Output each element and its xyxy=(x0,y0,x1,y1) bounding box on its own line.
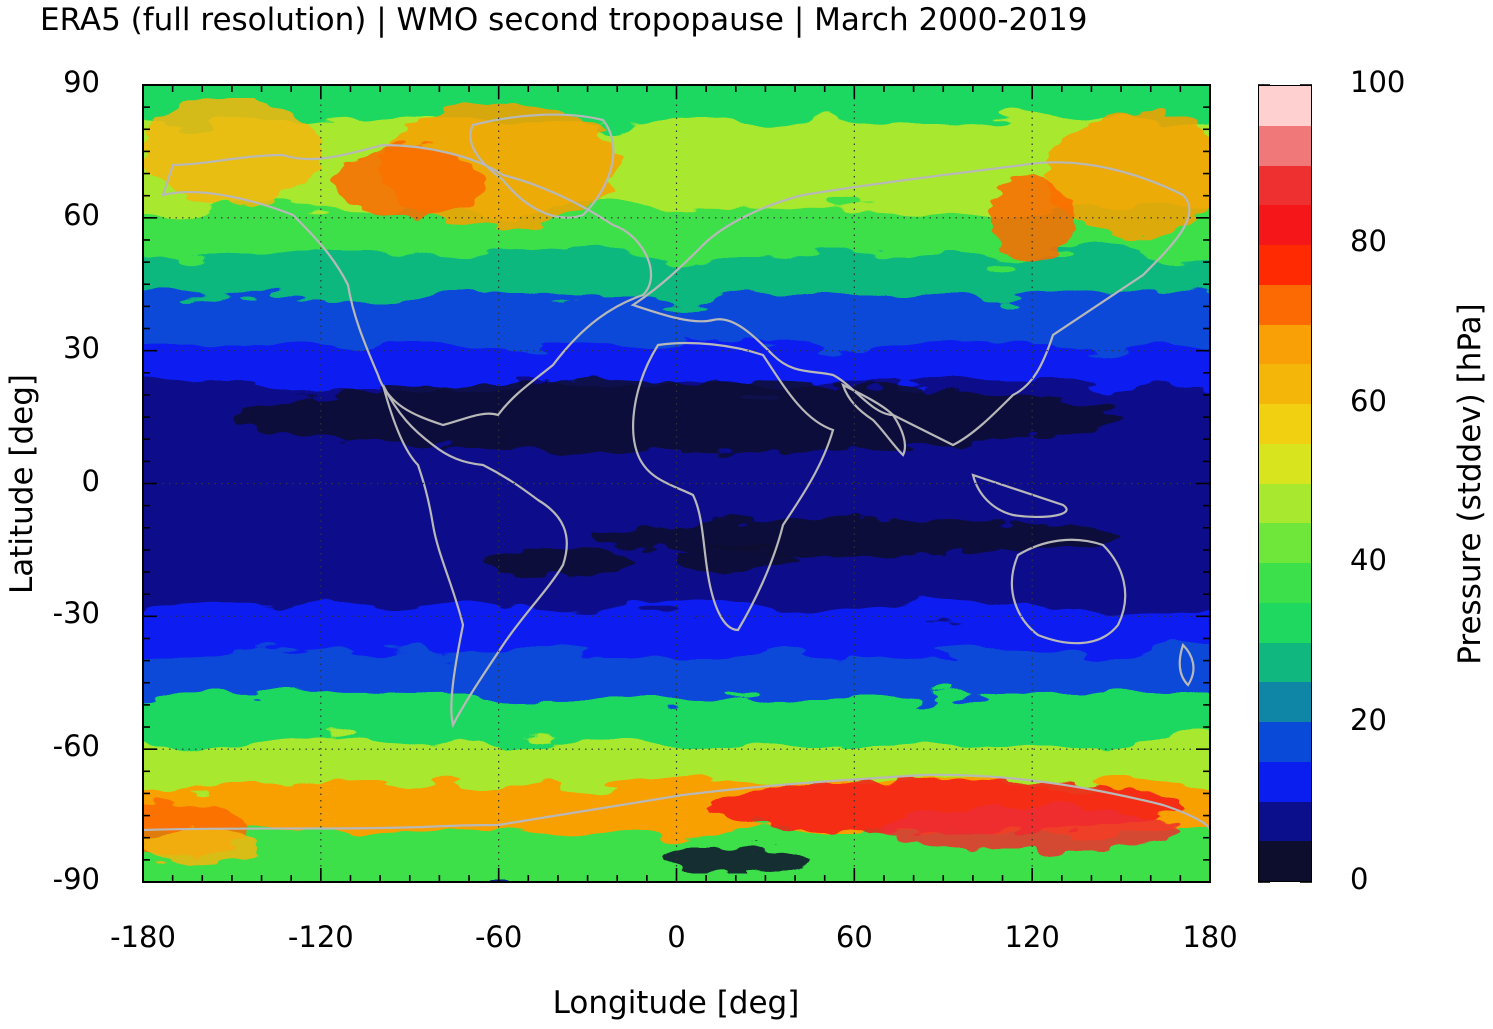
y-tick-label: 30 xyxy=(63,330,100,365)
colorbar-segment xyxy=(1259,442,1311,484)
x-tick-label: -60 xyxy=(474,920,523,954)
colorbar-segment xyxy=(1259,561,1311,603)
colorbar-segment xyxy=(1259,640,1311,683)
colorbar-tick-label: 60 xyxy=(1350,383,1387,418)
colorbar-segment xyxy=(1259,720,1311,762)
colorbar-segment xyxy=(1259,124,1311,166)
colorbar-segment xyxy=(1259,680,1311,722)
y-tick-label: 60 xyxy=(63,197,100,232)
heatmap-hotspot xyxy=(335,146,484,218)
heatmap-hotspot xyxy=(587,518,1122,555)
heatmap-plot-area xyxy=(143,85,1210,882)
colorbar-segment xyxy=(1259,243,1311,285)
colorbar-label: Pressure (stddev) [hPa] xyxy=(1452,303,1488,665)
colorbar-segment xyxy=(1259,322,1311,365)
colorbar-tick-label: 20 xyxy=(1350,702,1387,737)
colorbar-segment xyxy=(1259,521,1311,563)
x-tick-label: -120 xyxy=(287,920,354,954)
heatmap-hotspot xyxy=(143,828,262,865)
colorbar-segment xyxy=(1259,283,1311,325)
colorbar-segment xyxy=(1259,760,1311,802)
heatmap-hotspot xyxy=(661,846,810,874)
colorbar-tick-label: 80 xyxy=(1350,224,1387,259)
colorbar-segment xyxy=(1259,362,1311,404)
colorbar-tick-label: 40 xyxy=(1350,543,1387,578)
heatmap-hotspot xyxy=(143,98,321,205)
x-tick-label: 0 xyxy=(667,920,686,954)
colorbar-tick-label: 100 xyxy=(1350,65,1406,99)
x-tick-label: 180 xyxy=(1182,920,1238,954)
colorbar-segment xyxy=(1259,799,1311,842)
colorbar-tick-label: 0 xyxy=(1350,862,1369,896)
x-tick-label: -180 xyxy=(110,920,176,954)
colorbar-segment xyxy=(1259,481,1311,524)
colorbar xyxy=(1258,85,1312,882)
x-axis-label: Longitude [deg] xyxy=(552,985,800,1021)
y-tick-label: -30 xyxy=(52,596,100,631)
colorbar-segment xyxy=(1259,601,1311,643)
y-tick-label: 90 xyxy=(63,65,100,99)
colorbar-segment xyxy=(1259,203,1311,245)
colorbar-segment xyxy=(1259,163,1311,206)
colorbar-segment xyxy=(1259,839,1311,881)
chart-title: ERA5 (full resolution) | WMO second trop… xyxy=(40,2,1088,38)
y-tick-label: -90 xyxy=(52,862,100,896)
y-axis-label: Latitude [deg] xyxy=(4,373,40,595)
x-tick-label: 120 xyxy=(1004,920,1060,954)
y-tick-label: -60 xyxy=(52,729,100,764)
colorbar-segment xyxy=(1259,86,1311,126)
heatmap-hotspot xyxy=(676,545,796,573)
y-tick-label: 0 xyxy=(81,463,100,498)
heatmap-canvas xyxy=(143,85,1210,882)
colorbar-segment xyxy=(1259,402,1311,444)
x-tick-label: 60 xyxy=(835,920,873,954)
